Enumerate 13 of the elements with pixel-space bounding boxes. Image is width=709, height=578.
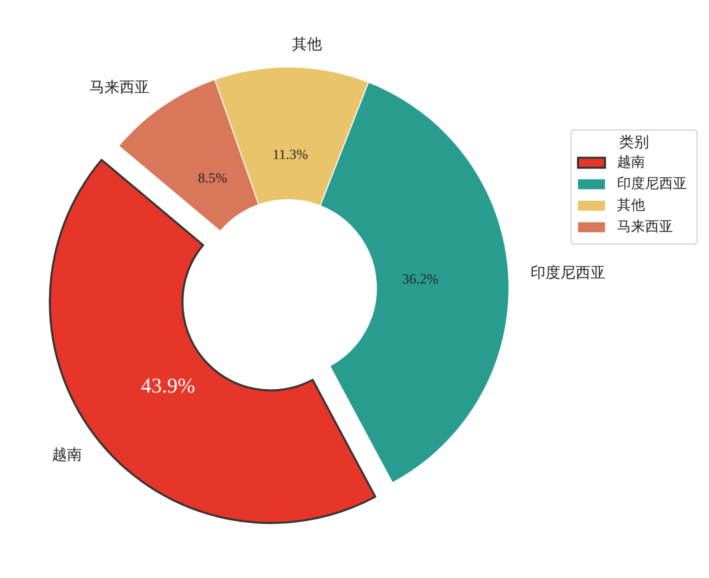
data-label: 36.2%: [402, 272, 439, 288]
slice-label: 印度尼西亚: [530, 264, 606, 282]
slice-label: 其他: [292, 36, 322, 53]
legend-label: 马来西亚: [617, 218, 673, 235]
data-label: 8.5%: [198, 171, 228, 186]
data-label: 11.3%: [272, 148, 308, 163]
data-label: 43.9%: [140, 374, 196, 398]
legend-label: 越南: [617, 154, 645, 170]
slice-label: 越南: [52, 446, 82, 464]
slice-label: 马来西亚: [90, 79, 150, 96]
legend-label: 印度尼西亚: [617, 176, 687, 192]
legend-title: 类别: [619, 134, 649, 151]
legend-label: 其他: [617, 197, 645, 214]
